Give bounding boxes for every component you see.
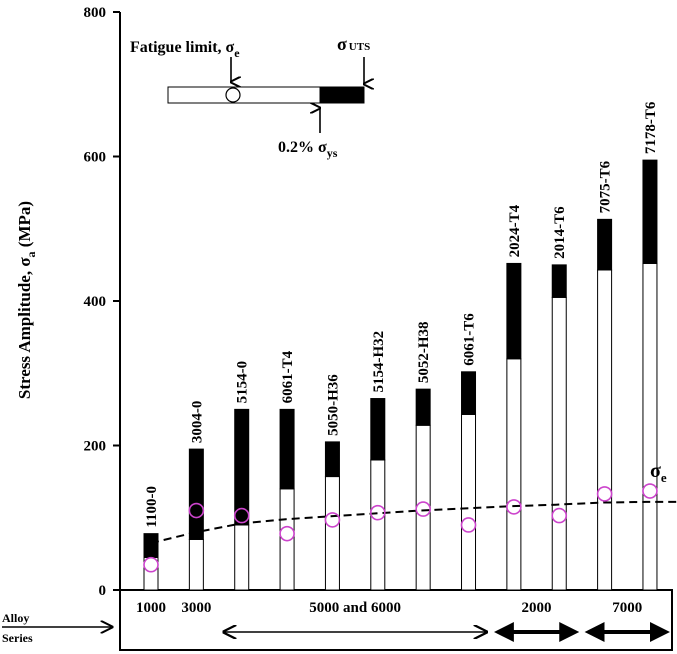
alloy-group-label: 1000 — [136, 600, 166, 616]
trend-label: σe — [650, 460, 667, 485]
bar-uts — [642, 159, 658, 264]
fatigue-point — [279, 525, 295, 542]
alloy-labels-group: 1000 3000 5000 and 6000 2000 7000 — [136, 600, 670, 642]
fatigue-point — [233, 507, 250, 524]
fatigue-trend-group — [150, 500, 677, 544]
category-label: 1100-0 — [144, 486, 160, 528]
fatigue-point — [143, 556, 159, 573]
bar-uts — [370, 398, 386, 461]
trend-label-main: σ — [650, 460, 661, 482]
bar-yield — [415, 424, 431, 591]
alloy-group-label: 2000 — [522, 600, 552, 616]
bar-uts — [461, 371, 477, 415]
legend-ys-label: 0.2% σys — [278, 139, 338, 160]
legend-uts-text: σ — [337, 34, 347, 54]
bar-uts — [506, 262, 522, 360]
category-label: 6061-T6 — [462, 313, 478, 366]
bar-yield — [188, 538, 204, 591]
bar-uts — [415, 388, 431, 426]
legend-uts-label: σ UTS — [337, 34, 370, 54]
bar-uts — [324, 441, 340, 478]
y-axis-label-main: Stress Amplitude, σ — [15, 257, 34, 399]
category-label: 6061-T4 — [280, 350, 296, 403]
fatigue-trend-line — [150, 500, 677, 544]
bar-uts — [188, 448, 204, 540]
y-tick-label: 200 — [84, 439, 107, 455]
fatigue-point — [506, 499, 522, 515]
category-label: 5154-0 — [235, 361, 251, 404]
bar-yield — [597, 269, 613, 591]
bar-yield — [324, 476, 340, 591]
legend-bar-black — [319, 86, 365, 104]
trend-label-sub: e — [661, 470, 667, 485]
bar-yield — [506, 358, 522, 591]
fatigue-point — [188, 502, 205, 519]
y-tick-label: 400 — [84, 294, 107, 310]
category-label: 3004-0 — [189, 401, 205, 444]
y-tick-label: 600 — [84, 150, 107, 166]
bar-yield — [370, 459, 386, 591]
alloy-series-label-2: Series — [2, 631, 33, 645]
category-label: 2014-T6 — [552, 206, 568, 259]
alloy-group-label: 7000 — [612, 600, 642, 616]
fatigue-point — [551, 507, 568, 524]
bar-uts — [234, 408, 250, 526]
legend-inset: Fatigue limit, σe σ UTS 0.2% σys — [130, 34, 370, 160]
alloy-series-panel — [119, 589, 673, 651]
category-label: 5050-H36 — [325, 374, 341, 436]
legend-fatigue-sub: e — [234, 46, 240, 60]
y-ticks: 0 200 400 600 800 — [84, 5, 120, 599]
bar-yield — [642, 262, 658, 591]
legend-ys-text: 0.2% σ — [278, 139, 327, 156]
bar-uts — [279, 408, 295, 490]
bar-yield — [551, 296, 567, 591]
y-axis-label-sub: a — [24, 251, 38, 257]
legend-bar-white — [167, 86, 321, 104]
legend-fatigue-label: Fatigue limit, σe — [130, 39, 240, 60]
legend-ys-sub: ys — [327, 146, 338, 160]
fatigue-point — [369, 504, 386, 521]
legend-fatigue-text: Fatigue limit, σ — [130, 39, 235, 56]
bars-group: 1100-0 3004-0 5154-0 6061-T4 5050-H36 5154-H3… — [143, 101, 659, 591]
bar-yield — [143, 556, 159, 591]
bar-yield — [234, 524, 250, 591]
alloy-group-label: 5000 and 6000 — [309, 600, 401, 616]
y-tick-label: 800 — [84, 5, 107, 21]
bar-yield — [461, 413, 477, 591]
fatigue-point — [460, 517, 477, 533]
category-label: 7075-T6 — [598, 160, 614, 213]
bar-uts — [143, 533, 159, 558]
bar-uts — [597, 218, 613, 271]
y-axis-label-unit: (MPa) — [15, 201, 34, 252]
legend-fatigue-circle — [225, 87, 241, 103]
category-label: 2024-T4 — [507, 204, 523, 257]
fatigue-point — [324, 512, 341, 528]
alloy-group-label: 3000 — [181, 600, 211, 616]
alloy-series-label-1: Alloy — [2, 611, 29, 625]
category-label: 5052-H38 — [416, 321, 432, 383]
fatigue-point — [596, 486, 613, 502]
bar-uts — [551, 264, 567, 298]
y-tick-label: 0 — [99, 583, 107, 599]
fatigue-point — [642, 483, 658, 499]
fatigue-points-group — [143, 483, 658, 573]
category-label: 7178-T6 — [643, 101, 659, 154]
legend-uts-sub: UTS — [349, 41, 370, 53]
fatigue-point — [415, 501, 431, 517]
y-axis-label: Stress Amplitude, σa (MPa) — [15, 201, 38, 399]
category-label: 5154-H32 — [371, 331, 387, 393]
